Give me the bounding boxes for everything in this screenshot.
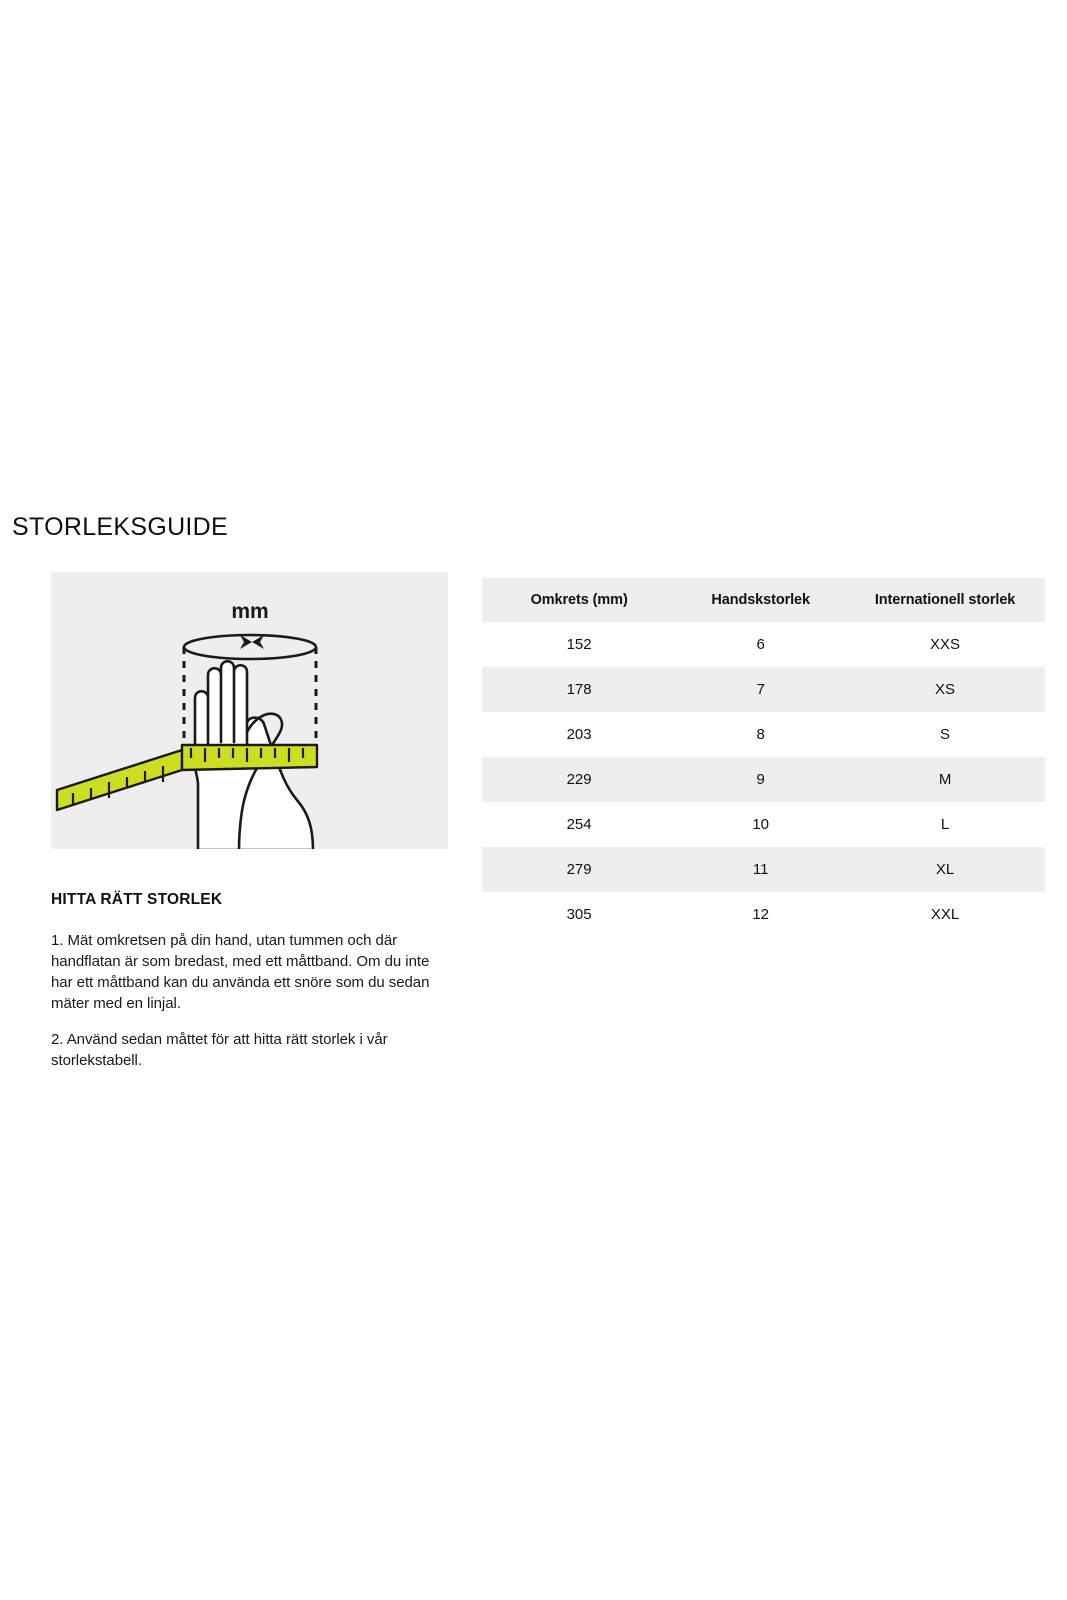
table-row: 203 8 S bbox=[482, 712, 1045, 757]
column-header-international-size: Internationell storlek bbox=[845, 578, 1045, 622]
instruction-step-1: 1. Mät omkretsen på din hand, utan tumme… bbox=[51, 931, 430, 1013]
table-row: 279 11 XL bbox=[482, 847, 1045, 892]
table-row: 229 9 M bbox=[482, 757, 1045, 802]
cell-circumference: 254 bbox=[482, 802, 677, 847]
cell-glove-size: 8 bbox=[676, 712, 846, 757]
instructions-block: HITTA RÄTT STORLEK 1. Mät omkretsen på d… bbox=[51, 891, 451, 1071]
cell-international-size: L bbox=[845, 802, 1045, 847]
column-header-circumference: Omkrets (mm) bbox=[482, 578, 677, 622]
cell-international-size: XXS bbox=[845, 622, 1045, 667]
table-row: 305 12 XXL bbox=[482, 892, 1045, 937]
cell-circumference: 203 bbox=[482, 712, 677, 757]
arrow-right-icon bbox=[252, 635, 264, 649]
table-header-row: Omkrets (mm) Handskstorlek Internationel… bbox=[482, 578, 1045, 622]
instruction-step-2: 2. Använd sedan måttet för att hitta rät… bbox=[51, 1030, 388, 1070]
cell-glove-size: 10 bbox=[676, 802, 846, 847]
arrow-left-icon bbox=[240, 635, 252, 649]
cell-international-size: M bbox=[845, 757, 1045, 802]
cell-circumference: 229 bbox=[482, 757, 677, 802]
cell-international-size: XL bbox=[845, 847, 1045, 892]
cell-circumference: 178 bbox=[482, 667, 677, 712]
page-title: STORLEKSGUIDE bbox=[12, 512, 228, 541]
cell-glove-size: 9 bbox=[676, 757, 846, 802]
ellipse-circumference-icon bbox=[182, 633, 318, 661]
instructions-heading: HITTA RÄTT STORLEK bbox=[51, 891, 223, 908]
cell-circumference: 305 bbox=[482, 892, 677, 937]
unit-label-mm: mm bbox=[231, 600, 268, 623]
table-row: 254 10 L bbox=[482, 802, 1045, 847]
cell-international-size: XXL bbox=[845, 892, 1045, 937]
table-row: 178 7 XS bbox=[482, 667, 1045, 712]
cell-glove-size: 12 bbox=[676, 892, 846, 937]
size-guide-left-column: mm bbox=[51, 572, 448, 1071]
cell-circumference: 279 bbox=[482, 847, 677, 892]
table-row: 152 6 XXS bbox=[482, 622, 1045, 667]
column-header-glove-size: Handskstorlek bbox=[676, 578, 846, 622]
hand-measurement-diagram: mm bbox=[55, 600, 319, 849]
cell-international-size: S bbox=[845, 712, 1045, 757]
cell-circumference: 152 bbox=[482, 622, 677, 667]
cell-glove-size: 7 bbox=[676, 667, 846, 712]
cell-glove-size: 6 bbox=[676, 622, 846, 667]
cell-glove-size: 11 bbox=[676, 847, 846, 892]
size-table-container: Omkrets (mm) Handskstorlek Internationel… bbox=[482, 578, 1045, 937]
hand-measurement-illustration-panel: mm bbox=[51, 572, 448, 849]
cell-international-size: XS bbox=[845, 667, 1045, 712]
measuring-tape-icon bbox=[55, 743, 319, 812]
size-table: Omkrets (mm) Handskstorlek Internationel… bbox=[482, 578, 1045, 937]
